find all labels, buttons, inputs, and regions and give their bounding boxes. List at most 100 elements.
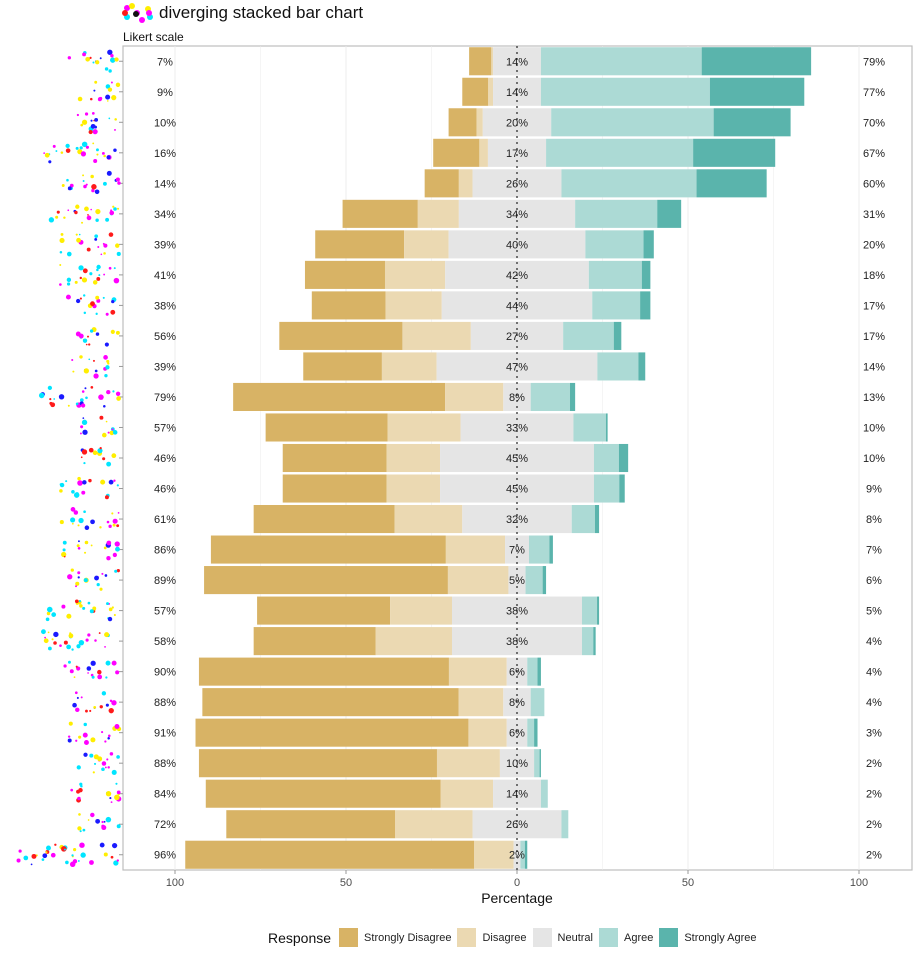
bar-strongly-agree xyxy=(539,749,541,778)
bar-strongly-disagree xyxy=(462,77,489,106)
bar-agree xyxy=(546,138,694,167)
glyph-dot xyxy=(94,369,98,373)
left-percent-label: 57% xyxy=(154,606,176,618)
right-percent-label: 13% xyxy=(863,392,885,404)
glyph-dot xyxy=(100,253,103,256)
glyph-dot xyxy=(77,576,80,579)
left-percent-label: 9% xyxy=(157,87,173,99)
bar-row: 16% 17% 67% xyxy=(119,138,885,167)
left-percent-label: 46% xyxy=(154,453,176,465)
glyph-dot xyxy=(58,394,65,400)
y-label-glyph xyxy=(48,204,120,224)
glyph-dot xyxy=(43,152,46,154)
glyph-dot xyxy=(105,703,109,707)
bar-strongly-disagree xyxy=(342,199,418,228)
bar-strongly-agree xyxy=(709,77,805,106)
bar-agree xyxy=(573,413,606,442)
glyph-dot xyxy=(71,522,74,525)
glyph-dot xyxy=(139,17,145,23)
glyph-dot xyxy=(105,791,112,797)
glyph-dot xyxy=(23,855,29,861)
glyph-dot xyxy=(76,696,79,699)
bar-disagree xyxy=(386,474,441,503)
y-label-glyph xyxy=(71,355,110,379)
glyph-dot xyxy=(81,390,85,393)
glyph-dot xyxy=(81,403,86,408)
glyph-dot xyxy=(75,665,78,668)
glyph-dot xyxy=(45,617,50,622)
glyph-dot xyxy=(30,863,33,866)
bar-row: 79% 8% 13% xyxy=(119,382,885,412)
bar-strongly-agree xyxy=(701,47,812,76)
glyph-dot xyxy=(82,606,86,610)
glyph-dot xyxy=(75,585,77,588)
glyph-dot xyxy=(90,660,96,666)
y-label-glyph xyxy=(38,385,121,408)
glyph-dot xyxy=(53,398,56,400)
glyph-dot xyxy=(90,519,95,525)
glyph-dot xyxy=(67,660,71,664)
glyph-dot xyxy=(73,848,77,852)
glyph-dot xyxy=(59,250,63,254)
glyph-dot xyxy=(111,842,118,849)
bar-strongly-agree xyxy=(549,535,553,564)
glyph-dot xyxy=(56,210,60,214)
glyph-dot xyxy=(67,404,70,407)
y-label-glyph xyxy=(70,782,122,804)
glyph-dot xyxy=(89,56,92,59)
glyph-dot xyxy=(116,859,119,862)
y-label-glyph xyxy=(67,568,120,591)
glyph-dot xyxy=(103,243,108,248)
glyph-dot xyxy=(63,664,67,668)
glyph-dot xyxy=(66,282,71,286)
bar-agree xyxy=(540,47,702,76)
glyph-dot xyxy=(64,848,66,851)
glyph-dot xyxy=(111,606,114,609)
glyph-dot xyxy=(98,632,101,635)
chart-subtitle: Likert scale xyxy=(123,30,184,44)
glyph-dot xyxy=(90,386,94,389)
left-percent-label: 39% xyxy=(154,361,176,373)
glyph-dot xyxy=(93,762,97,765)
glyph-dot xyxy=(82,294,86,297)
glyph-dot xyxy=(94,80,98,84)
glyph-dot xyxy=(99,415,104,420)
bar-strongly-agree xyxy=(641,260,651,289)
glyph-dot xyxy=(104,495,109,500)
glyph-dot xyxy=(65,480,68,483)
glyph-dot xyxy=(93,706,97,709)
glyph-dot xyxy=(66,613,72,619)
right-percent-label: 4% xyxy=(866,667,882,679)
right-percent-label: 67% xyxy=(863,148,885,160)
bar-agree xyxy=(527,718,535,747)
bar-strongly-disagree xyxy=(253,627,376,656)
glyph-dot xyxy=(80,151,87,157)
glyph-dot xyxy=(115,243,120,248)
right-percent-label: 9% xyxy=(866,484,882,496)
neutral-percent-label: 33% xyxy=(506,422,528,434)
glyph-dot xyxy=(94,189,100,195)
glyph-dot xyxy=(86,666,92,671)
glyph-dot xyxy=(105,217,110,222)
bar-agree xyxy=(593,474,620,503)
bar-strongly-disagree xyxy=(198,749,437,778)
bar-disagree xyxy=(387,413,461,442)
bar-strongly-disagree xyxy=(226,810,396,839)
glyph-dot xyxy=(113,860,119,866)
left-percent-label: 57% xyxy=(154,422,176,434)
glyph-dot xyxy=(92,771,95,774)
glyph-dot xyxy=(97,669,102,675)
glyph-dot xyxy=(69,669,74,674)
glyph-dot xyxy=(103,273,106,276)
bar-disagree xyxy=(491,47,494,76)
bar-row: 56% 27% 17% xyxy=(119,321,885,350)
bar-agree xyxy=(581,596,598,625)
glyph-dot xyxy=(85,56,90,62)
glyph-dot xyxy=(105,660,111,666)
glyph-dot xyxy=(43,638,49,644)
glyph-dot xyxy=(102,432,107,438)
glyph-dot xyxy=(78,813,81,816)
glyph-dot xyxy=(104,645,106,648)
bar-neutral xyxy=(505,535,529,564)
left-percent-label: 88% xyxy=(154,697,176,709)
